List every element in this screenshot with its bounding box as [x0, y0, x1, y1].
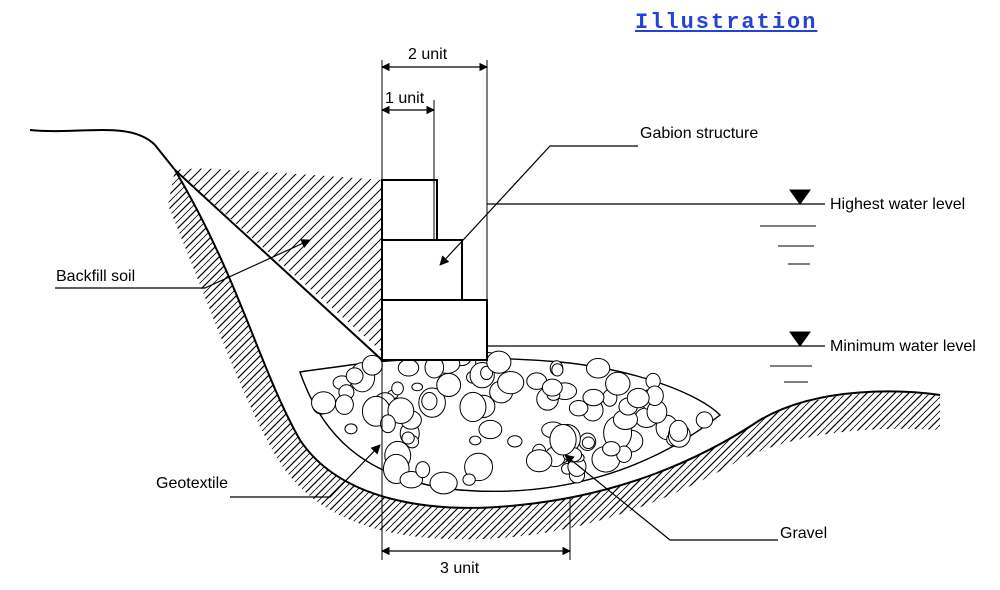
pebble — [437, 373, 461, 396]
pebble — [550, 425, 576, 455]
dim-2unit: 2 unit — [408, 46, 447, 64]
pebble — [470, 436, 481, 445]
pebble — [362, 355, 382, 375]
pebble — [526, 450, 551, 472]
label-gravel: Gravel — [780, 525, 827, 543]
low-water-marker — [790, 332, 810, 346]
label-gabion: Gabion structure — [640, 125, 758, 143]
pebble — [402, 432, 414, 444]
dim-3unit: 3 unit — [440, 560, 479, 578]
gabion-block-0 — [382, 180, 437, 240]
pebble — [606, 372, 630, 395]
label-high-water: Highest water level — [830, 196, 965, 214]
pebble — [398, 360, 418, 377]
label-backfill: Backfill soil — [56, 268, 135, 286]
dim-1unit: 1 unit — [385, 90, 424, 108]
pebble — [603, 442, 620, 456]
pebble — [345, 424, 357, 434]
pebble — [392, 382, 404, 395]
pebble — [312, 392, 336, 414]
pebble — [582, 437, 594, 449]
pebble — [381, 415, 396, 433]
pebble — [412, 383, 423, 391]
pebble — [498, 371, 524, 393]
pebble — [430, 472, 457, 494]
pebble — [346, 368, 363, 384]
pebble — [463, 474, 475, 485]
pebble — [583, 389, 604, 405]
pebble — [422, 393, 437, 410]
high-water-marker — [790, 190, 810, 204]
pebble — [669, 420, 687, 441]
leader-gabion — [440, 146, 638, 265]
gabion-block-1 — [382, 240, 462, 300]
pebble — [487, 351, 511, 373]
pebble — [627, 388, 649, 407]
pebble — [696, 412, 712, 428]
label-low-water: Minimum water level — [830, 338, 976, 356]
terrain-top-left — [30, 130, 175, 170]
pebble — [587, 359, 610, 378]
pebble — [460, 392, 486, 421]
pebble — [335, 395, 353, 415]
gabion-block-2 — [382, 300, 487, 360]
pebble — [479, 420, 502, 438]
label-geotextile: Geotextile — [156, 475, 228, 493]
pebble — [508, 436, 522, 447]
pebble — [542, 379, 562, 396]
pebble — [552, 364, 563, 376]
pebble — [416, 462, 430, 478]
